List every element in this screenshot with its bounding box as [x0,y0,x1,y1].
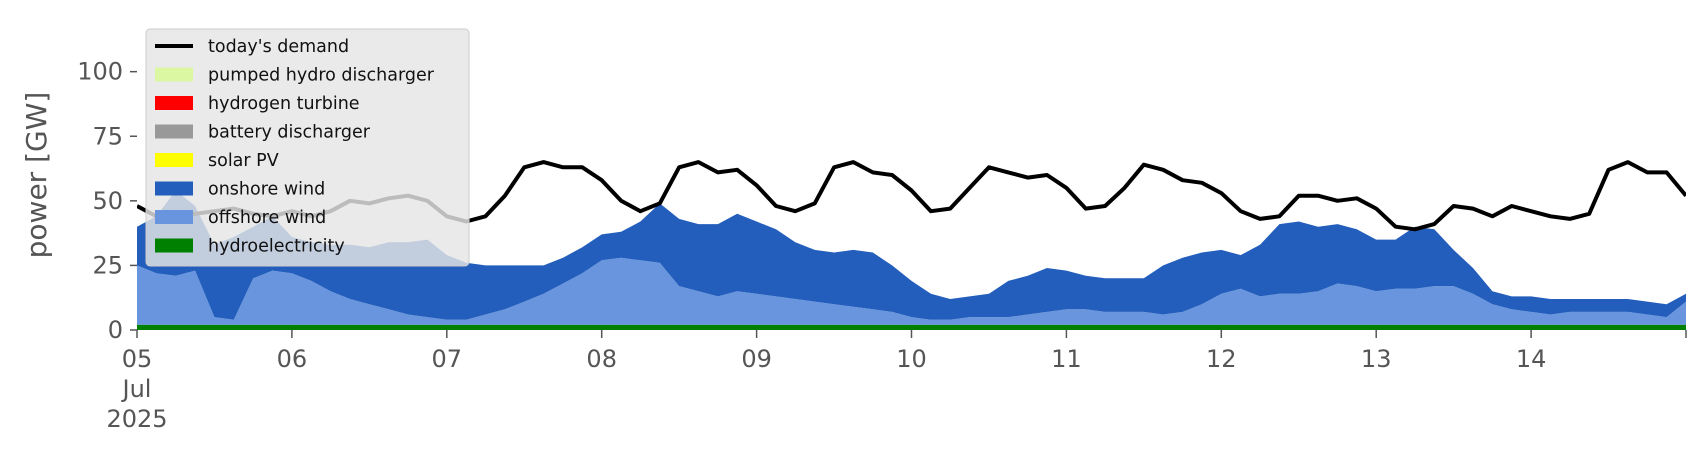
legend-label: hydrogen turbine [208,94,360,114]
x-tick-label: 08 [586,345,617,373]
legend-swatch-hydroelectricity [155,238,193,253]
y-tick-label: 75 [92,122,123,150]
y-axis-label: power [GW] [20,92,53,259]
x-tick-label: 13 [1361,345,1392,373]
x-tick-label: 14 [1516,345,1547,373]
area-onshore-wind [137,190,1686,320]
legend: today's demand pumped hydro discharger hyd… [145,28,470,267]
y-tick-label: 100 [77,58,123,86]
area-hydroelectricity [137,324,1686,330]
y-tick-label: 25 [92,251,123,279]
legend-swatch-battery-discharger [155,124,193,139]
x-tick-label: 07 [432,345,463,373]
legend-label: pumped hydro discharger [208,66,435,86]
x-tick-label: 06 [277,345,308,373]
legend-label: solar PV [208,151,279,171]
x-tick-label: 11 [1051,345,1082,373]
x-tick-label: 2025 [106,405,167,433]
legend-label: hydroelectricity [208,237,345,257]
legend-box [145,28,470,267]
x-tick-label: 10 [896,345,927,373]
area-offshore-wind [137,257,1686,325]
legend-swatch-pumped-hydro-discharger [155,67,193,82]
legend-label: onshore wind [208,180,325,200]
x-tick-label: Jul [121,375,152,403]
legend-label: battery discharger [208,123,371,143]
legend-swatch-solar-pv [155,153,193,167]
x-tick-label: 12 [1206,345,1237,373]
legend-swatch-offshore-wind [155,210,193,224]
x-tick-label: 05 [122,345,153,373]
legend-label: today's demand [208,37,349,57]
legend-label: offshore wind [208,208,326,228]
stacked-areas [137,190,1686,330]
legend-swatch-onshore-wind [155,181,193,196]
x-tick-label: 09 [741,345,772,373]
y-tick-label: 50 [92,187,123,215]
legend-swatch-hydrogen-turbine [155,96,193,110]
y-tick-label: 0 [108,316,123,344]
